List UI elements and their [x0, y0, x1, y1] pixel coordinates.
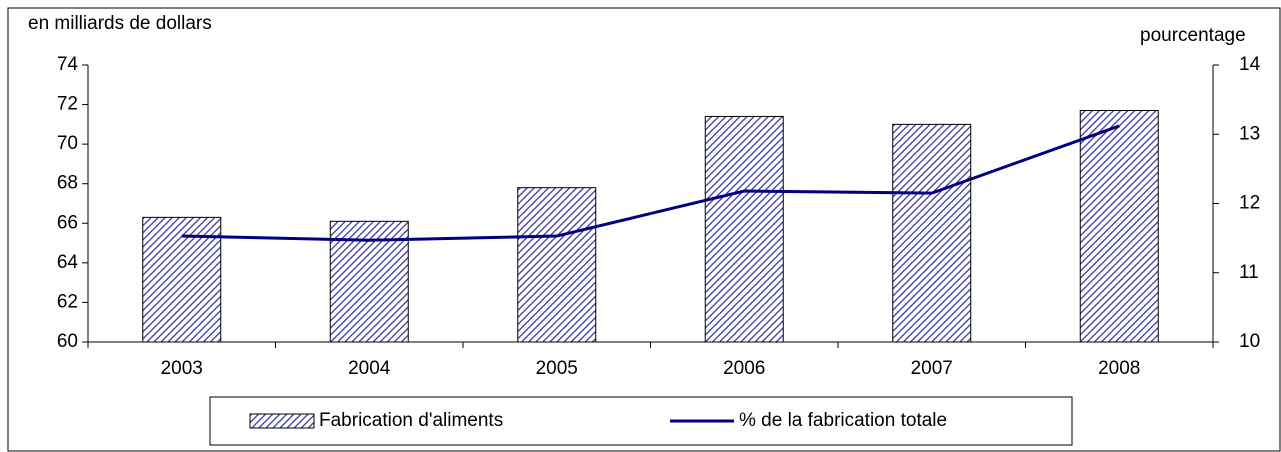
- x-tick-label: 2003: [161, 358, 203, 379]
- bar: [892, 123, 972, 343]
- y-tick-label: 66: [57, 212, 78, 233]
- y2-tick-label: 14: [1239, 54, 1261, 75]
- x-tick-label: 2006: [723, 358, 765, 379]
- x-tick-label: 2005: [536, 358, 578, 379]
- legend: [209, 396, 1073, 446]
- y-tick-label: 60: [57, 331, 78, 352]
- y2-tick-label: 10: [1239, 331, 1260, 352]
- y-axis-label: en milliards de dollars: [28, 13, 212, 34]
- x-tick-label: 2004: [348, 358, 391, 379]
- bar: [704, 115, 784, 343]
- bar: [142, 216, 222, 343]
- line: [181, 124, 1120, 242]
- x-tick-label: 2008: [1098, 358, 1140, 379]
- y-tick-label: 64: [57, 252, 79, 273]
- y-tick-label: 62: [57, 291, 78, 312]
- y2-tick-label: 12: [1239, 193, 1260, 214]
- y2-tick-label: 11: [1239, 262, 1259, 283]
- legend-label: % de la fabrication totale: [739, 410, 947, 431]
- y-tick-label: 70: [57, 133, 78, 154]
- y2-axis-label: pourcentage: [1140, 25, 1246, 46]
- legend-swatch: [249, 413, 315, 429]
- legend-label: Fabrication d'aliments: [319, 410, 503, 431]
- y-tick-label: 74: [57, 54, 79, 75]
- bar: [1079, 110, 1159, 343]
- x-tick-label: 2007: [911, 358, 953, 379]
- y-tick-label: 72: [57, 94, 78, 115]
- bar: [517, 187, 597, 343]
- y-tick-label: 68: [57, 173, 78, 194]
- y2-tick-label: 13: [1239, 123, 1260, 144]
